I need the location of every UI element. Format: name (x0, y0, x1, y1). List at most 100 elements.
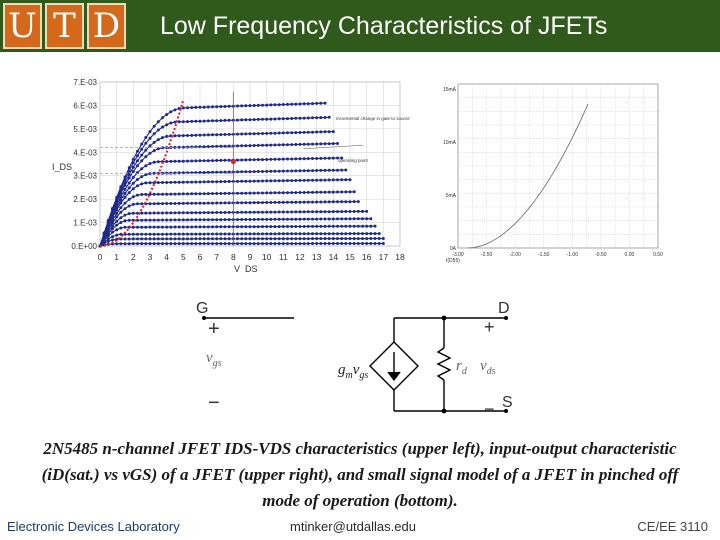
data-point (244, 225, 248, 229)
data-point (236, 132, 239, 136)
data-point (165, 160, 169, 163)
data-point (331, 168, 335, 172)
data-point (198, 180, 202, 184)
data-point (244, 170, 248, 174)
data-point (173, 242, 177, 246)
data-point (165, 225, 169, 229)
data-point (240, 218, 244, 221)
data-point (198, 242, 202, 246)
data-point (331, 142, 335, 146)
data-point (256, 158, 260, 162)
data-point (365, 224, 369, 228)
data-point (336, 237, 339, 241)
data-point (219, 170, 223, 174)
data-point (131, 170, 135, 173)
data-point (269, 201, 273, 204)
data-point (202, 237, 206, 241)
data-point (336, 142, 339, 145)
data-point (352, 237, 356, 241)
data-point (290, 169, 294, 173)
data-point (152, 149, 156, 153)
data-point (131, 242, 135, 246)
data-point (211, 159, 214, 163)
data-point (186, 134, 189, 137)
data-point (144, 155, 148, 159)
data-point (252, 210, 256, 214)
data-point (248, 232, 252, 236)
data-point (248, 237, 252, 241)
data-point (369, 224, 373, 228)
data-point (302, 178, 306, 182)
data-point (369, 217, 373, 221)
footer-email: mtinker@utdallas.edu (290, 519, 416, 534)
data-point (336, 210, 339, 214)
data-point (123, 192, 127, 195)
data-point (156, 147, 160, 151)
data-point (190, 106, 194, 110)
data-point (206, 232, 210, 236)
data-point (194, 232, 198, 236)
data-point (106, 239, 110, 243)
data-point (319, 142, 323, 146)
gate-minus-sign: − (208, 392, 220, 414)
data-point (290, 242, 294, 246)
data-point (265, 217, 269, 221)
data-point (361, 232, 364, 236)
y-tick-labels: 0.E+00 1.E-03 2.E-03 3.E-03 4.E-03 5.E-03 6.E-… (71, 78, 97, 251)
data-point (315, 142, 319, 146)
data-point (240, 170, 244, 174)
data-point (256, 132, 260, 136)
data-point (186, 106, 189, 110)
data-point (281, 191, 285, 195)
data-point (136, 159, 139, 163)
data-point (211, 192, 214, 196)
y-tick-label: 0A (450, 246, 457, 252)
data-point (152, 171, 156, 175)
data-point (123, 187, 127, 191)
data-point (352, 224, 356, 228)
data-point (327, 210, 331, 214)
data-point (306, 232, 310, 236)
data-point (244, 132, 248, 136)
data-point (161, 225, 164, 229)
data-point (248, 210, 252, 214)
data-point (123, 213, 127, 217)
data-point (273, 179, 277, 183)
y-tick-labels: 0A 5mA 10mA 15mA (443, 87, 457, 252)
x-tick-label: 0.00 (625, 252, 635, 258)
data-point (294, 217, 298, 221)
data-point (273, 191, 277, 195)
rd-label: rd (456, 358, 468, 377)
data-point (319, 210, 323, 214)
x-tick-labels: -3.00 -2.50 -2.00 -1.50 -1.00 -0.50 0.00 0.50 (452, 252, 663, 258)
data-point (306, 224, 310, 228)
data-point (186, 159, 189, 163)
data-point (323, 178, 327, 182)
data-point (356, 242, 360, 245)
x-tick-label: 9 (248, 252, 253, 262)
y-tick-label: 2.E-03 (73, 195, 97, 204)
data-point (148, 130, 152, 134)
data-point (294, 169, 298, 173)
data-point (319, 178, 323, 182)
data-point (140, 242, 144, 246)
logo-letter-d: D (87, 3, 126, 49)
data-point (136, 154, 139, 158)
data-point (215, 180, 219, 184)
y-tick-label: 10mA (443, 140, 457, 146)
annotation-leader (303, 145, 364, 150)
data-point (194, 133, 198, 137)
data-point (302, 157, 306, 161)
chart-grid (457, 83, 659, 249)
data-point (219, 119, 223, 123)
data-point (281, 143, 285, 147)
data-point (127, 242, 131, 246)
data-point (156, 225, 160, 229)
data-point (215, 192, 219, 195)
data-point (111, 224, 114, 228)
data-point (194, 105, 198, 109)
data-point (286, 143, 289, 147)
data-point (236, 237, 239, 241)
data-point (223, 237, 227, 241)
data-point (215, 144, 219, 148)
